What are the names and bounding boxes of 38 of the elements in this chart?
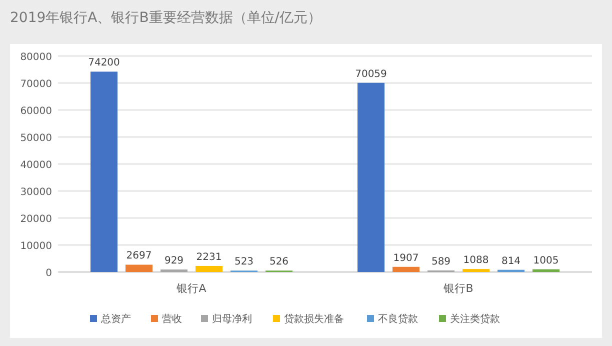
y-tick-label: 30000 xyxy=(20,187,52,198)
y-tick-label: 10000 xyxy=(20,241,52,252)
bar xyxy=(358,82,384,272)
y-tick-label: 80000 xyxy=(20,52,52,63)
x-tick-label: 银行B xyxy=(442,282,474,295)
chart-title: 2019年银行A、银行B重要经营数据（单位/亿元） xyxy=(10,10,322,26)
data-label: 2231 xyxy=(196,252,222,263)
bar xyxy=(90,72,118,272)
data-label: 929 xyxy=(164,255,184,266)
data-label: 1005 xyxy=(533,255,559,266)
data-label: 589 xyxy=(431,256,451,268)
data-label: 74200 xyxy=(88,58,120,69)
data-label: 523 xyxy=(234,256,254,268)
bar xyxy=(392,266,420,272)
legend-label: 总资产 xyxy=(100,313,131,325)
y-tick-label: 70000 xyxy=(20,79,52,90)
data-label: 2697 xyxy=(126,250,152,262)
bar xyxy=(160,269,188,272)
data-label: 814 xyxy=(501,256,521,267)
legend-label: 营收 xyxy=(162,313,182,325)
y-tick-label: 0 xyxy=(46,268,52,279)
bar xyxy=(532,269,560,272)
legend-label: 不良贷款 xyxy=(378,313,418,325)
y-tick-label: 50000 xyxy=(20,133,52,144)
data-label: 1907 xyxy=(393,252,419,264)
x-tick-label: 银行A xyxy=(176,282,207,295)
y-tick-label: 60000 xyxy=(20,106,52,117)
data-label: 70059 xyxy=(355,68,387,80)
legend-label: 关注类贷款 xyxy=(450,313,500,325)
bar xyxy=(126,264,152,272)
legend-label: 贷款损失准备 xyxy=(284,313,344,325)
data-label: 526 xyxy=(269,256,289,268)
bar xyxy=(196,266,222,272)
y-tick-label: 20000 xyxy=(20,214,52,225)
bar xyxy=(462,269,490,272)
data-label: 1088 xyxy=(463,255,489,266)
y-tick-label: 40000 xyxy=(20,160,52,171)
legend-label: 归母净利 xyxy=(212,313,252,325)
